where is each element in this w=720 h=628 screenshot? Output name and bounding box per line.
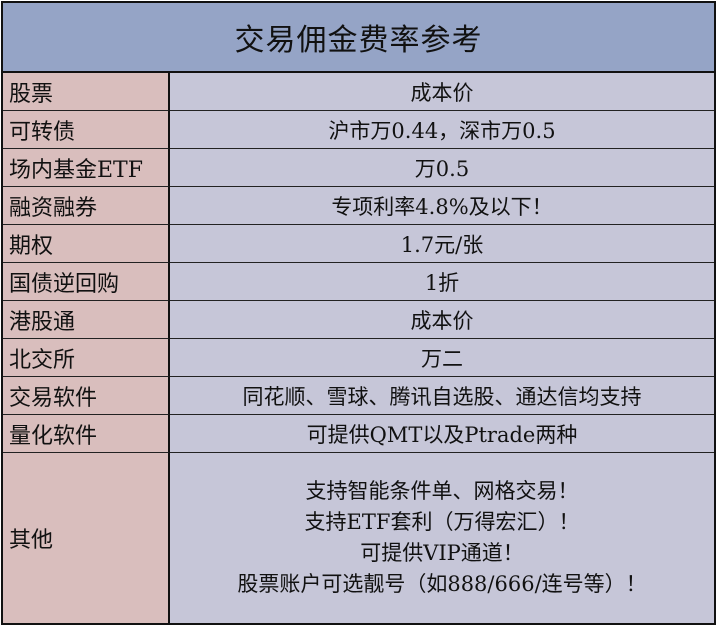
table-title: 交易佣金费率参考 <box>3 3 714 73</box>
row-value-margin: 专项利率4.8%及以下！ <box>170 187 714 225</box>
row-label-repo: 国债逆回购 <box>3 263 170 301</box>
row-label-etf: 场内基金ETF <box>3 149 170 187</box>
row-label-options: 期权 <box>3 225 170 263</box>
row-label-hk-connect: 港股通 <box>3 301 170 339</box>
row-label-trading-software: 交易软件 <box>3 377 170 415</box>
row-value-repo: 1折 <box>170 263 714 301</box>
other-line: 支持ETF套利（万得宏汇）！ <box>304 510 580 534</box>
row-value-hk-connect: 成本价 <box>170 301 714 339</box>
row-value-quant-software: 可提供QMT以及Ptrade两种 <box>170 415 714 453</box>
row-value-other: 支持智能条件单、网格交易！ 支持ETF套利（万得宏汇）！ 可提供VIP通道！ 股… <box>170 453 714 623</box>
row-value-trading-software: 同花顺、雪球、腾讯自选股、通达信均支持 <box>170 377 714 415</box>
row-label-bse: 北交所 <box>3 339 170 377</box>
row-value-bse: 万二 <box>170 339 714 377</box>
row-label-convertible-bond: 可转债 <box>3 111 170 149</box>
row-value-options: 1.7元/张 <box>170 225 714 263</box>
row-label-stock: 股票 <box>3 73 170 111</box>
other-line: 可提供VIP通道！ <box>360 541 524 565</box>
row-value-etf: 万0.5 <box>170 149 714 187</box>
row-label-margin: 融资融券 <box>3 187 170 225</box>
row-label-other: 其他 <box>3 453 170 623</box>
row-label-quant-software: 量化软件 <box>3 415 170 453</box>
row-value-convertible-bond: 沪市万0.44，深市万0.5 <box>170 111 714 149</box>
row-value-stock: 成本价 <box>170 73 714 111</box>
other-line: 支持智能条件单、网格交易！ <box>305 479 579 503</box>
other-line: 股票账户可选靓号（如888/666/连号等）！ <box>237 572 647 596</box>
